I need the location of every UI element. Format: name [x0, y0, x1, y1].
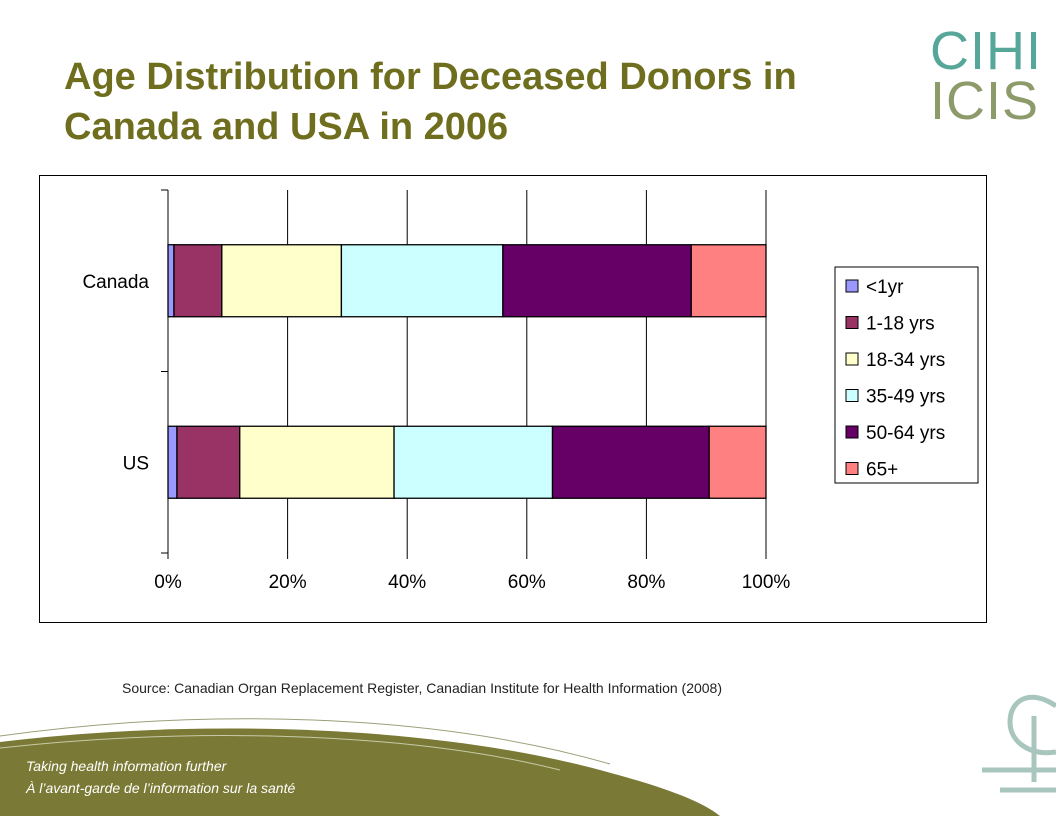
- legend-swatch: [845, 462, 859, 475]
- x-tick-label: 60%: [508, 572, 546, 593]
- logo-line-1: CIHI: [930, 21, 1042, 81]
- bar-segment: [502, 244, 692, 318]
- cihi-symbol-icon: [982, 694, 1056, 793]
- x-tick-label: 20%: [269, 572, 307, 593]
- stacked-bar-chart: 0% 20% 40% 60% 80% 100% Canada US <1yr 1-18 yrs 18…: [82, 189, 979, 593]
- bar-segment: [176, 425, 241, 499]
- legend-label: 50-64 yrs: [866, 423, 945, 444]
- legend-swatch: [845, 389, 859, 402]
- bar-segment: [340, 244, 504, 318]
- category-label: US: [123, 453, 149, 474]
- legend-label: 35-49 yrs: [866, 387, 945, 408]
- bar-segment: [393, 425, 554, 499]
- legend-swatch: [845, 425, 859, 439]
- legend-swatch: [845, 316, 859, 329]
- x-tick-label: 0%: [154, 572, 182, 593]
- legend-label: 18-34 yrs: [866, 350, 945, 371]
- bar-segment: [221, 244, 343, 318]
- bar-segment: [173, 244, 223, 318]
- legend-label: <1yr: [866, 277, 904, 298]
- x-tick-label: 100%: [742, 572, 791, 593]
- cihi-logo: CIHI ICIS: [930, 21, 1042, 131]
- legend-swatch: [845, 352, 859, 366]
- x-tick-label: 40%: [388, 572, 426, 593]
- bar-segment: [239, 425, 395, 499]
- logo-line-2: ICIS: [930, 71, 1040, 131]
- bar-segment: [708, 425, 767, 499]
- tagline-french: À l’avant-garde de l’information sur la …: [26, 780, 296, 796]
- page-title: Age Distribution for Deceased Donors in …: [64, 56, 797, 148]
- bar-segment: [551, 425, 710, 499]
- bar-segment: [690, 244, 767, 318]
- legend-label: 65+: [866, 460, 898, 481]
- bar-segment: [167, 425, 178, 499]
- legend-label: 1-18 yrs: [866, 314, 935, 335]
- legend-swatch: [845, 279, 859, 293]
- category-label: Canada: [82, 272, 149, 293]
- source-note: Source: Canadian Organ Replacement Regis…: [122, 680, 723, 696]
- legend-box: [834, 266, 979, 484]
- chart-frame: 0% 20% 40% 60% 80% 100% Canada US <1yr 1-18 yrs 18…: [39, 175, 987, 623]
- footer-band: [0, 694, 1056, 816]
- bar-segment: [167, 244, 175, 318]
- tagline-english: Taking health information further: [26, 758, 227, 774]
- x-tick-label: 80%: [627, 572, 665, 593]
